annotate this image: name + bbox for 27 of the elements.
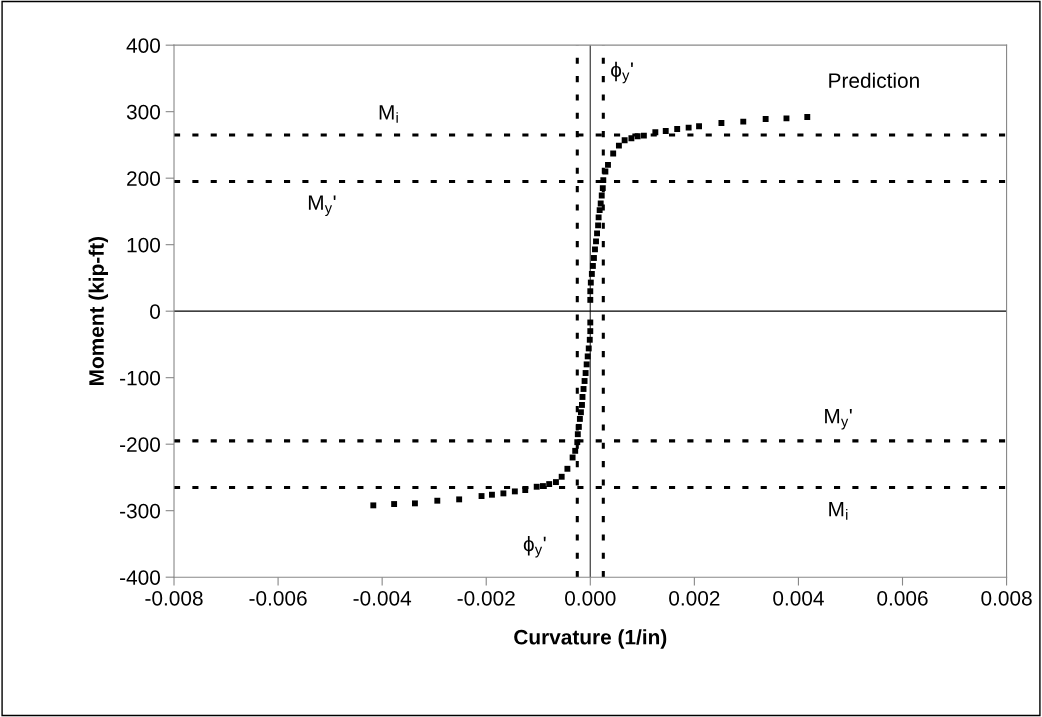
y-axis-title: Moment (kip-ft) [88, 236, 109, 385]
y-tick-label: -300 [120, 503, 161, 519]
y-tick-label: 0 [150, 304, 161, 319]
y-tick-label: -100 [120, 370, 161, 386]
x-tick-label: 0.008 [981, 590, 1032, 606]
x-tick-label: -0.004 [353, 590, 412, 606]
y-tick-label: 400 [126, 38, 161, 53]
x-axis-title: Curvature (1/in) [514, 629, 667, 649]
x-tick-label: -0.006 [249, 590, 307, 606]
y-tick-label: 100 [127, 237, 161, 253]
y-tick-label: 300 [126, 104, 161, 120]
y-tick-label: -200 [120, 437, 161, 452]
x-tick-label: 0.002 [669, 590, 720, 606]
ref-line-label: M$_{i}$ [829, 502, 848, 520]
y-tick-label: 200 [127, 171, 161, 186]
ref-line-label: ϕ$_{y}$' [523, 536, 546, 558]
annotation: Prediction [829, 72, 919, 88]
ref-line-label: M$_{y}$' [308, 195, 336, 217]
x-tick-label: -0.002 [457, 590, 515, 606]
x-tick-label: 0.006 [877, 590, 928, 606]
x-tick-label: 0.004 [773, 590, 824, 606]
ref-line-label: M$_{y}$' [825, 408, 852, 430]
ref-line-label: ϕ$_{y}$' [611, 61, 633, 84]
ref-line-label: M$_{i}$ [379, 105, 398, 123]
y-tick-label: -400 [120, 570, 161, 585]
x-tick-label: 0.000 [565, 590, 616, 606]
x-tick-label: -0.008 [145, 590, 203, 606]
